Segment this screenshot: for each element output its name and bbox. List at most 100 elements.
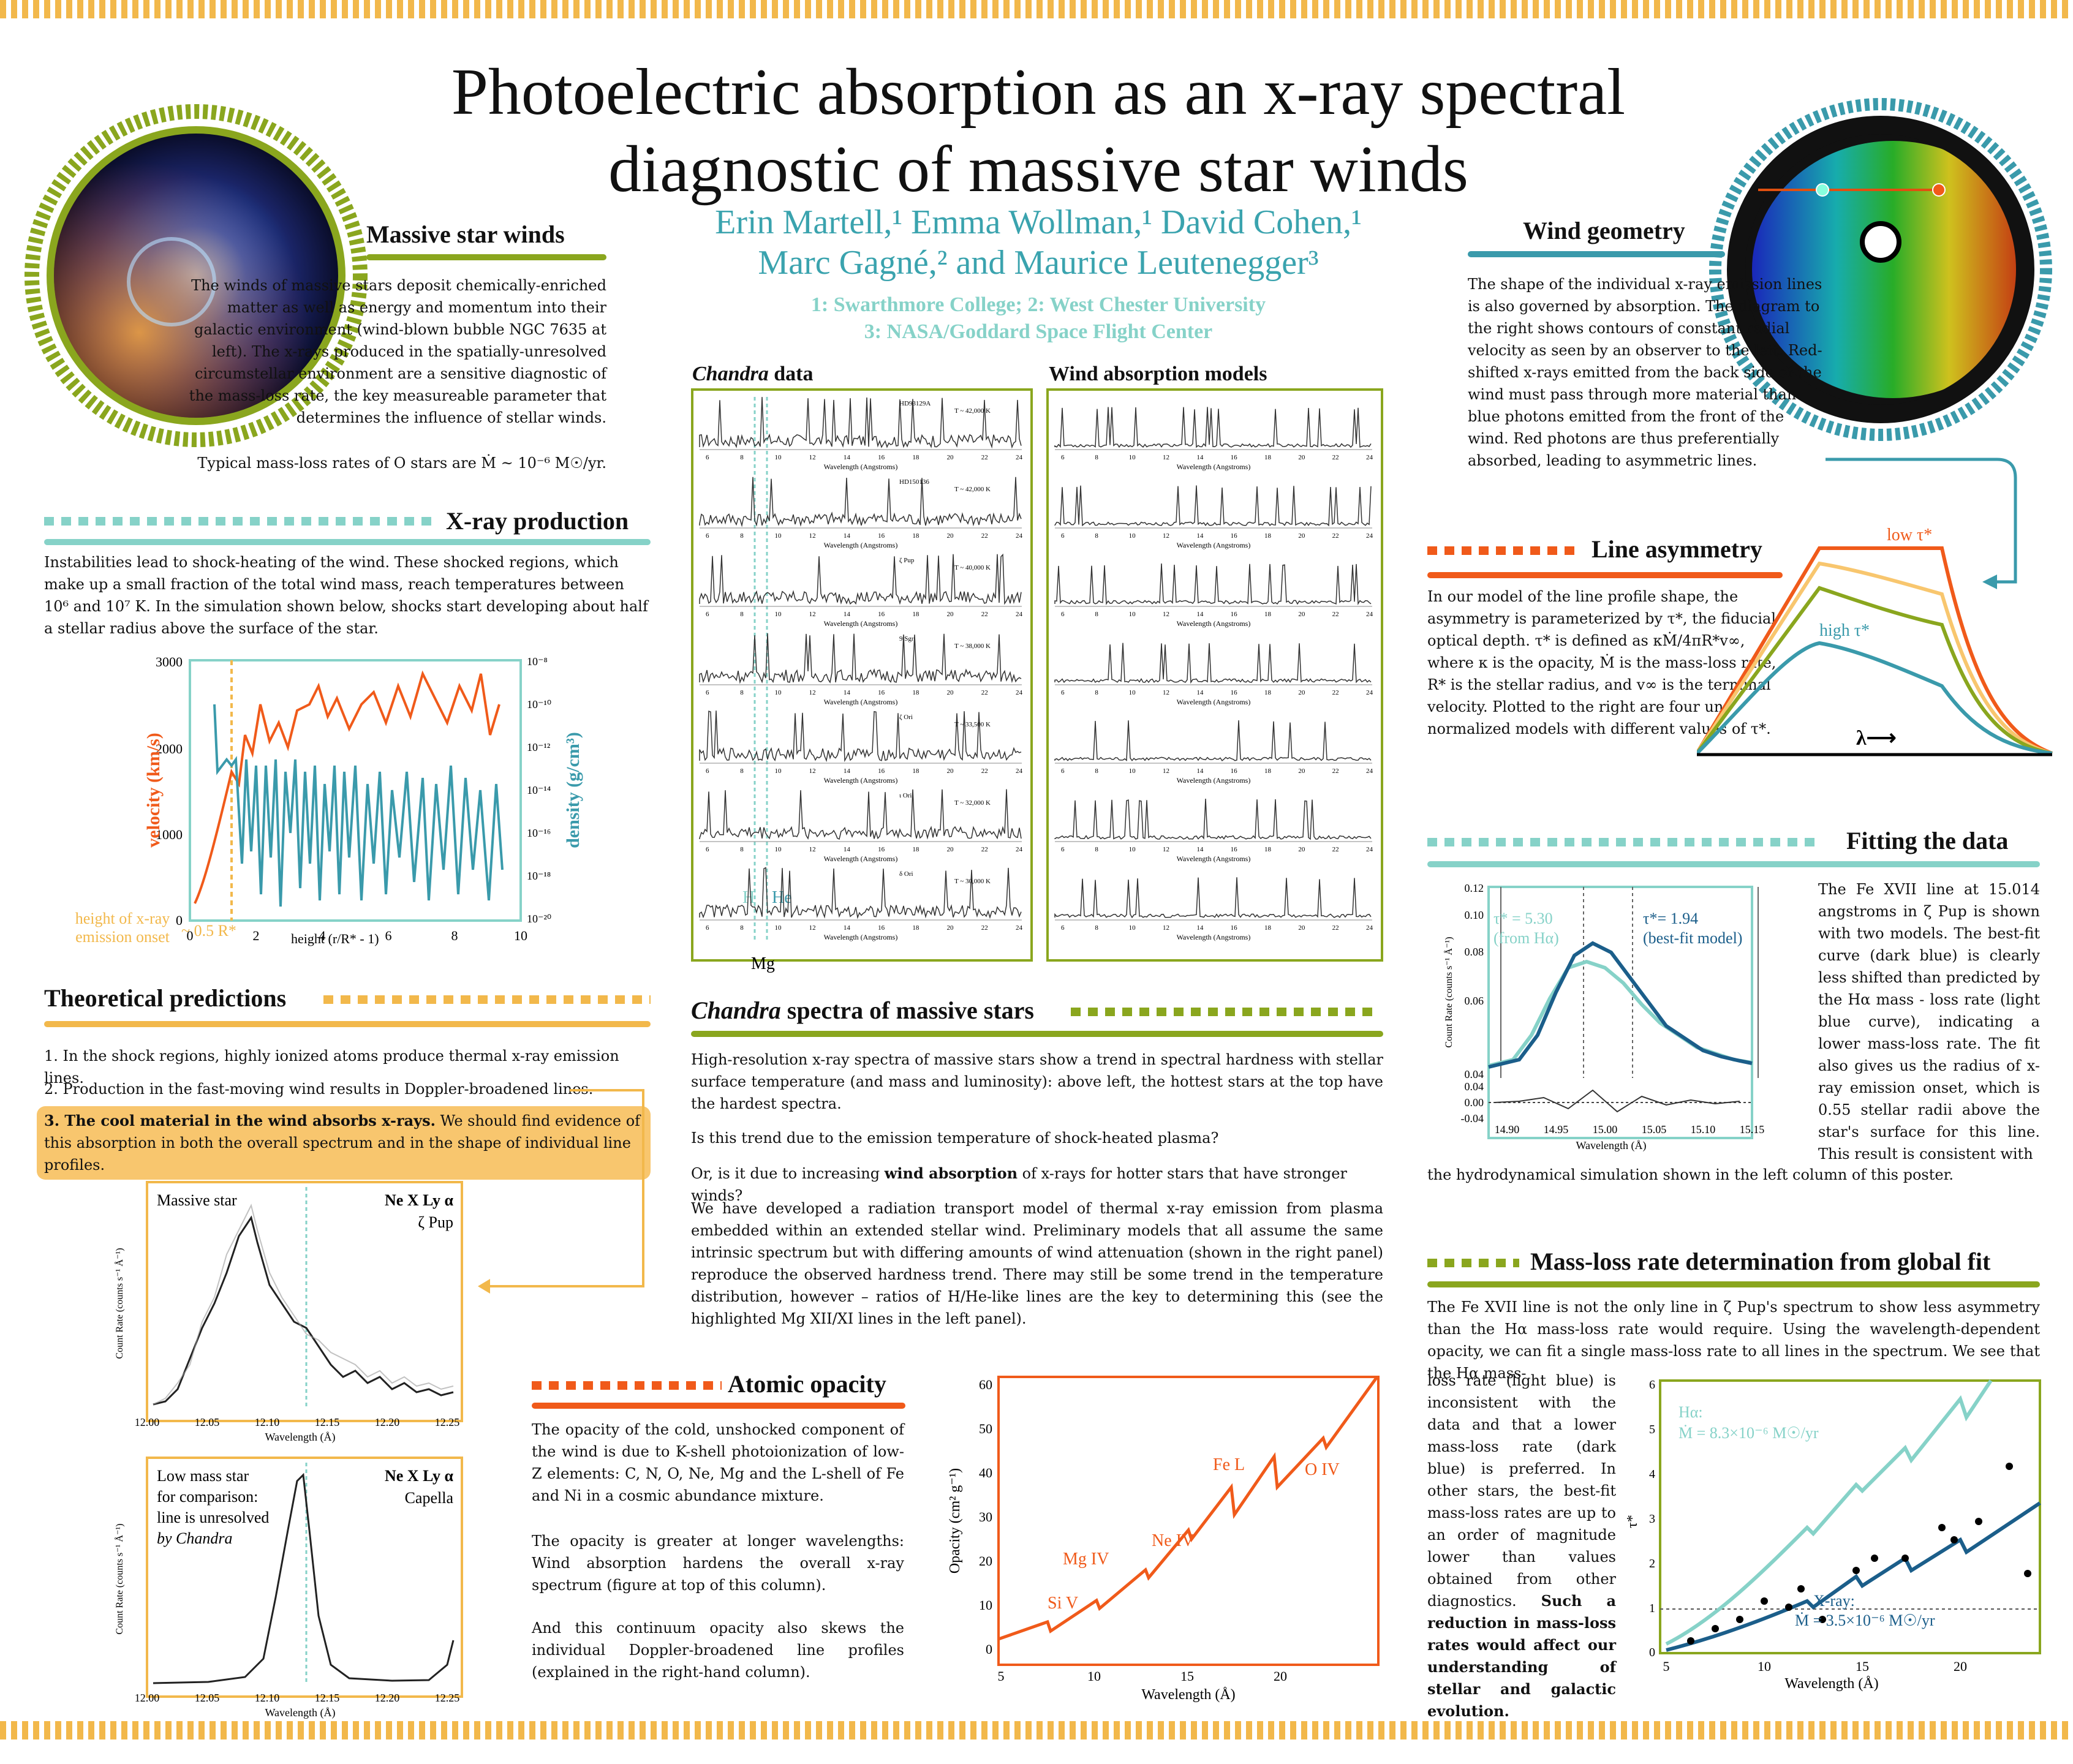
- massloss-chart: Hα: Ṁ = 8.3×10⁻⁶ M☉/yr X-ray: Ṁ = 3.5×10…: [1625, 1378, 2041, 1692]
- spectrum-tick: 24: [1016, 689, 1023, 696]
- svg-text:12.20: 12.20: [375, 1416, 400, 1428]
- spectra-p2: Is this trend due to the emission temper…: [691, 1129, 1219, 1147]
- svg-text:1000: 1000: [156, 827, 183, 842]
- spectrum-tick: 24: [1366, 689, 1373, 696]
- bottom-border: [0, 1721, 2073, 1740]
- svg-text:H: H: [742, 888, 755, 907]
- model-spectra-panel: [1046, 388, 1383, 962]
- svg-text:4: 4: [1649, 1468, 1655, 1481]
- spectrum-tick: 8: [1095, 767, 1098, 775]
- svg-text:3000: 3000: [156, 654, 183, 669]
- svg-text:10: 10: [1087, 1668, 1101, 1684]
- asym-dots: [1427, 546, 1574, 555]
- line-asymmetry-chart: low τ* high τ* λ⟶: [1697, 526, 2053, 756]
- svg-text:-0.04: -0.04: [1461, 1112, 1484, 1125]
- spectrum-tick: 6: [1061, 689, 1065, 696]
- svg-text:12.05: 12.05: [195, 1692, 220, 1704]
- svg-text:emission onset: emission onset: [75, 928, 170, 946]
- spectrum-star-label: ζ Ori: [899, 714, 913, 721]
- spectrum-tick: 18: [1264, 689, 1272, 696]
- svg-text:0: 0: [986, 1642, 992, 1657]
- spectrum-tick: 8: [740, 454, 744, 461]
- svg-text:10⁻¹⁴: 10⁻¹⁴: [527, 784, 551, 796]
- theory-heading: Theoretical predictions: [44, 984, 287, 1012]
- fitting-rule: [1427, 861, 2040, 867]
- spectrum-tick: 10: [1129, 611, 1136, 618]
- spectrum-tick: 22: [1332, 611, 1339, 618]
- spectrum-trace: [1054, 485, 1372, 527]
- svg-text:12.25: 12.25: [435, 1692, 460, 1704]
- spectrum-tick: 10: [774, 924, 782, 932]
- svg-text:0.04: 0.04: [1465, 1068, 1484, 1080]
- spectrum-xlabel: Wavelength (Angstroms): [1177, 933, 1251, 941]
- svg-text:1: 1: [1649, 1602, 1655, 1615]
- svg-text:density (g/cm³): density (g/cm³): [563, 732, 583, 848]
- svg-text:12.05: 12.05: [195, 1416, 220, 1428]
- poster-title: Photoelectric absorption as an x-ray spe…: [451, 56, 1626, 206]
- hydro-simulation-chart: 3000 2000 1000 0 0 2 4 6 8 10 10⁻⁸ 10⁻¹⁰…: [75, 654, 583, 946]
- svg-text:Mg: Mg: [751, 954, 775, 973]
- spectrum-tick: 20: [947, 532, 954, 540]
- spectrum-tick: 8: [740, 611, 744, 618]
- spectrum-tick: 10: [774, 689, 782, 696]
- chandra-data-title: Chandra data: [692, 363, 814, 385]
- svg-text:0.00: 0.00: [1465, 1096, 1484, 1109]
- spectrum-tick: 10: [1129, 689, 1136, 696]
- svg-text:2: 2: [1649, 1557, 1655, 1570]
- authors: Erin Martell,¹ Emma Wollman,¹ David Cohe…: [715, 203, 1362, 282]
- spectrum-tick: 18: [1264, 846, 1272, 853]
- svg-text:low τ*: low τ*: [1887, 526, 1932, 545]
- spectrum-trace: [699, 553, 1022, 605]
- spectrum-xlabel: Wavelength (Angstroms): [1177, 462, 1251, 471]
- theory-arrow: [478, 1089, 644, 1294]
- massive-heading: Massive star winds: [366, 221, 565, 248]
- spectra-dots: [1071, 1008, 1377, 1016]
- spectrum-tick: 10: [1129, 454, 1136, 461]
- fitting-heading: Fitting the data: [1846, 827, 2009, 854]
- svg-text:τ*: τ*: [1625, 1515, 1641, 1528]
- spectrum-tick: 6: [706, 767, 709, 775]
- spectrum-xlabel: Wavelength (Angstroms): [1177, 776, 1251, 785]
- theory-p1: 1. In the shock regions, highly ionized …: [44, 1047, 619, 1087]
- svg-text:14.90: 14.90: [1495, 1123, 1520, 1136]
- svg-text:0.08: 0.08: [1465, 946, 1484, 958]
- svg-text:Low mass star: Low mass star: [157, 1467, 249, 1485]
- spectrum-trace: [1054, 564, 1372, 606]
- spectrum-tick: 12: [1163, 689, 1169, 696]
- spectrum-tick: 14: [844, 689, 851, 696]
- opacity-p3: And this continuum opacity also skews th…: [532, 1619, 904, 1681]
- svg-text:10⁻¹⁶: 10⁻¹⁶: [527, 827, 551, 839]
- spectrum-tick: 10: [1129, 924, 1136, 932]
- spectrum-tick: 20: [947, 924, 954, 932]
- spectrum-tick: 16: [878, 767, 885, 775]
- svg-text:10⁻¹⁸: 10⁻¹⁸: [527, 870, 551, 882]
- spectrum-tick: 22: [1332, 924, 1339, 932]
- spectrum-tick: 8: [1095, 454, 1098, 461]
- svg-text:by Chandra: by Chandra: [157, 1529, 233, 1547]
- spectrum-tick: 22: [1332, 532, 1339, 540]
- svg-text:O IV: O IV: [1305, 1460, 1340, 1479]
- spectrum-star-teff: T ~ 42,000 K: [954, 407, 991, 415]
- theory-p3: 3. The cool material in the wind absorbs…: [37, 1106, 651, 1180]
- affiliations: 1: Swarthmore College; 2: West Chester U…: [810, 293, 1266, 343]
- spectrum-trace: [699, 789, 1022, 840]
- spectrum-tick: 12: [809, 454, 816, 461]
- spectrum-tick: 24: [1366, 532, 1373, 540]
- geometry-rule: [1468, 251, 1725, 257]
- svg-text:high τ*: high τ*: [1819, 621, 1870, 640]
- spectrum-tick: 22: [981, 846, 988, 853]
- spectrum-tick: 12: [809, 611, 816, 618]
- spectrum-star-label: δ Ori: [899, 870, 913, 878]
- spectrum-tick: 6: [706, 846, 709, 853]
- spectra-heading: Chandra spectra of massive stars: [691, 997, 1034, 1024]
- spectrum-tick: 16: [1231, 767, 1238, 775]
- spectrum-tick: 22: [1332, 454, 1339, 461]
- spectrum-tick: 18: [912, 846, 919, 853]
- svg-text:50: 50: [979, 1421, 992, 1436]
- svg-text:0.12: 0.12: [1465, 882, 1484, 894]
- spectrum-tick: 8: [740, 846, 744, 853]
- spectrum-tick: 22: [981, 532, 988, 540]
- spectrum-tick: 18: [912, 689, 919, 696]
- spectrum-star-teff: T ~ 33,500 K: [954, 721, 991, 728]
- svg-text:6: 6: [1649, 1378, 1655, 1392]
